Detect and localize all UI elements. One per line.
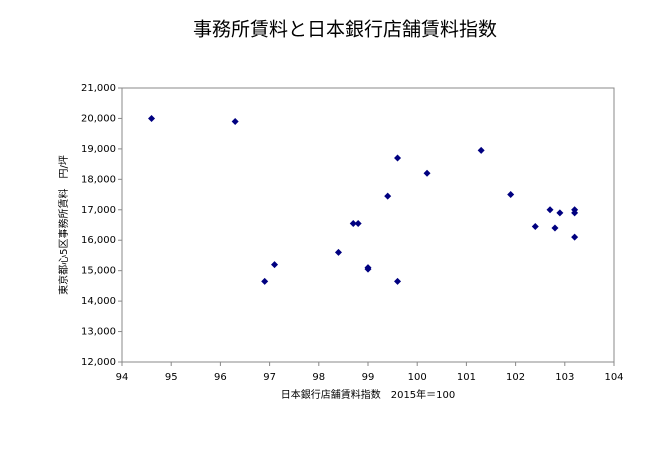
point (571, 209, 579, 217)
point (477, 146, 485, 154)
x-tick-label: 94 (116, 372, 129, 383)
point (571, 233, 579, 241)
x-tick-label: 102 (506, 372, 525, 383)
y-tick-label: 13,000 (81, 327, 116, 338)
x-tick-label: 104 (604, 372, 623, 383)
y-tick-label: 15,000 (81, 266, 116, 277)
point (354, 219, 362, 227)
x-tick-label: 98 (312, 372, 325, 383)
point (384, 192, 392, 200)
point (364, 265, 372, 273)
y-tick-label: 17,000 (81, 205, 116, 216)
point (546, 206, 554, 214)
y-tick-label: 12,000 (81, 357, 116, 368)
x-tick-label: 103 (555, 372, 574, 383)
point (556, 209, 564, 217)
y-tick-label: 20,000 (81, 113, 116, 124)
y-tick-label: 21,000 (81, 83, 116, 94)
y-tick-label: 18,000 (81, 174, 116, 185)
plot-area (121, 87, 615, 363)
x-tick-label: 97 (263, 372, 276, 383)
point (271, 261, 279, 269)
point (148, 114, 156, 122)
point (394, 154, 402, 162)
x-tick-label: 99 (362, 372, 375, 383)
point (261, 277, 269, 285)
x-tick-label: 100 (408, 372, 427, 383)
point (349, 219, 357, 227)
y-tick-label: 14,000 (81, 296, 116, 307)
x-tick-label: 95 (165, 372, 178, 383)
y-axis-label: 東京都心5区事務所賃料 円/坪 (57, 155, 70, 295)
point (231, 117, 239, 125)
point (551, 224, 559, 232)
point (507, 191, 515, 199)
x-tick-label: 101 (457, 372, 476, 383)
x-tick-label: 96 (214, 372, 227, 383)
point (423, 169, 431, 177)
point (531, 223, 539, 231)
y-tick-label: 19,000 (81, 144, 116, 155)
point (394, 277, 402, 285)
point (334, 248, 342, 256)
x-axis-label: 日本銀行店舗賃料指数 2015年＝100 (281, 388, 456, 401)
chart-title: 事務所賃料と日本銀行店舗賃料指数 (193, 19, 497, 41)
y-tick-label: 16,000 (81, 235, 116, 246)
